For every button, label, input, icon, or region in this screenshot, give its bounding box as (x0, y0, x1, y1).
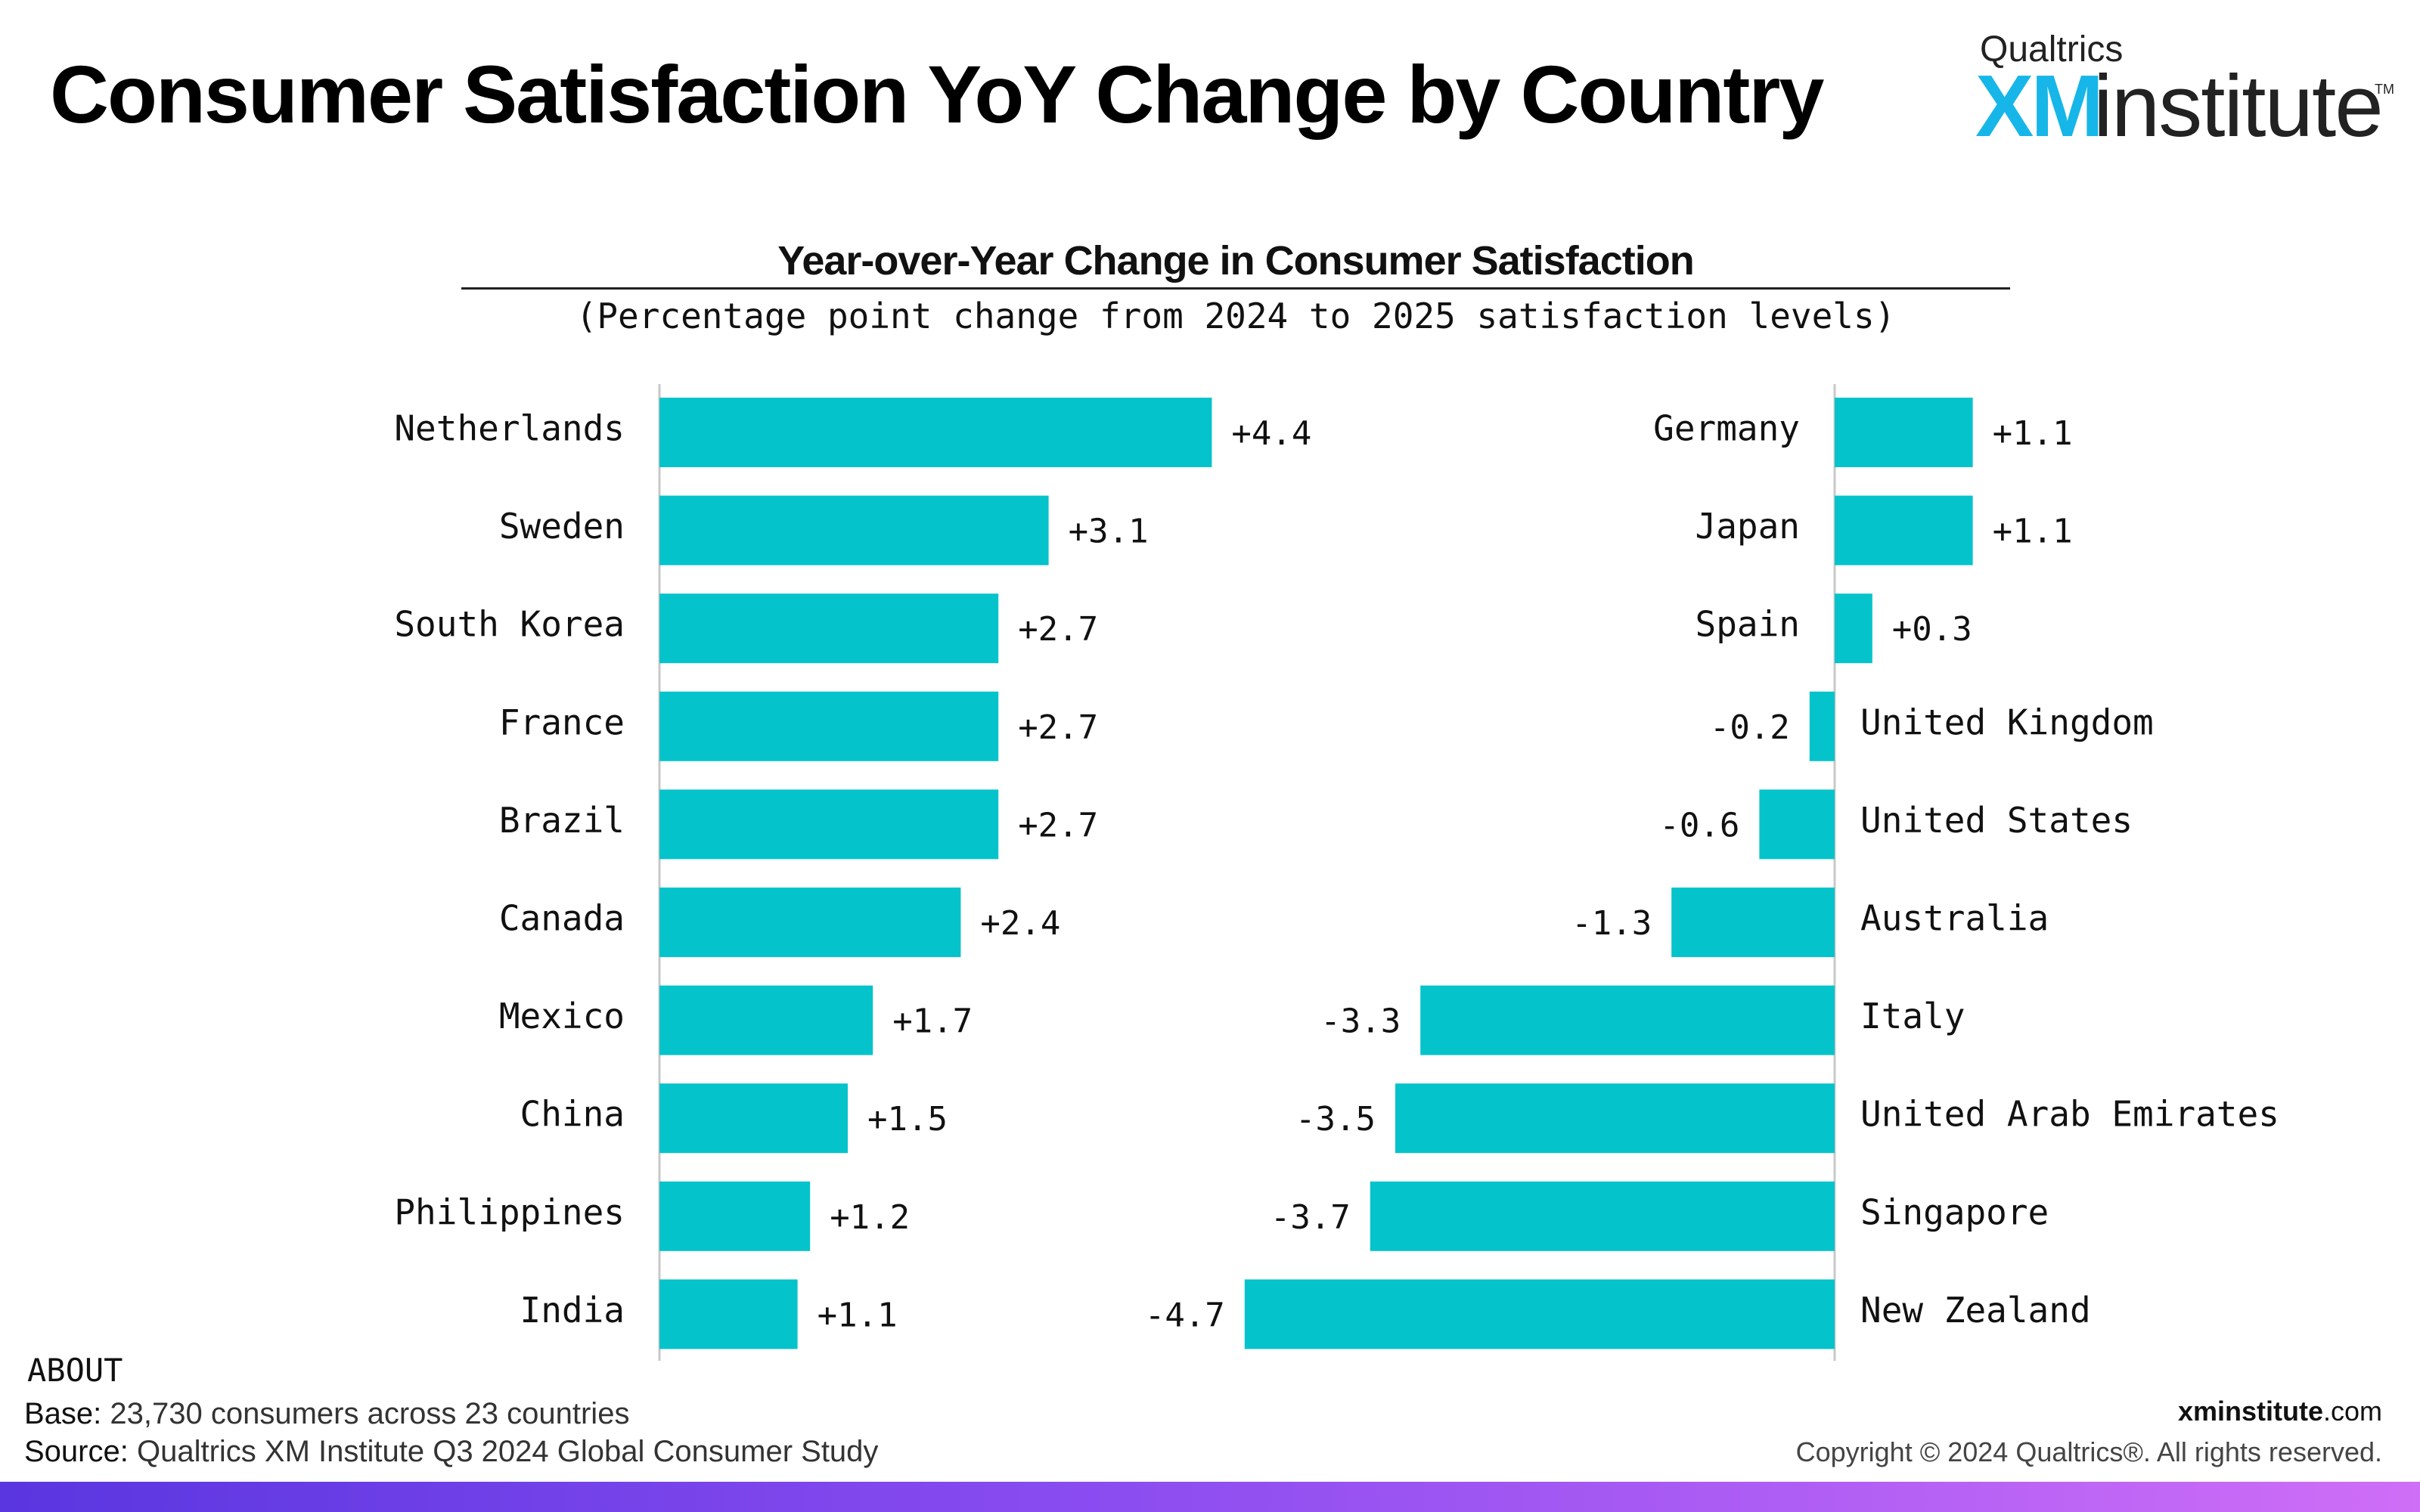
value-label-2-4: -0.2 (1710, 708, 1790, 747)
category-label-1-6: Canada (499, 898, 625, 939)
value-label-2-1: +1.1 (1993, 414, 2073, 453)
chart-title: Year-over-Year Change in Consumer Satisf… (777, 238, 1694, 284)
bar-1-4 (659, 691, 999, 761)
bar-2-10 (1244, 1279, 1835, 1349)
category-label-2-10: New Zealand (1860, 1290, 2091, 1331)
site-suffix: .com (2322, 1396, 2382, 1427)
bar-1-1 (659, 398, 1212, 467)
bar-2-3 (1835, 593, 1872, 664)
bar-1-5 (659, 789, 999, 860)
category-label-1-9: Philippines (394, 1191, 625, 1232)
value-label-1-4: +2.7 (1018, 708, 1098, 747)
page-title: Consumer Satisfaction YoY Change by Coun… (50, 48, 1824, 140)
category-label-2-7: Italy (1860, 996, 1965, 1036)
bar-2-1 (1835, 398, 1973, 467)
source-label: Source: (24, 1435, 129, 1468)
value-label-1-9: +1.2 (830, 1198, 910, 1237)
bar-1-2 (659, 495, 1049, 565)
value-label-1-5: +2.7 (1018, 806, 1098, 844)
category-label-1-3: South Korea (394, 604, 625, 645)
copyright: Copyright © 2024 Qualtrics®. All rights … (1795, 1436, 2382, 1467)
about-source: Source: Qualtrics XM Institute Q3 2024 G… (24, 1435, 878, 1469)
bar-1-10 (659, 1279, 798, 1349)
base-text: 23,730 consumers across 23 countries (101, 1397, 630, 1430)
bar-2-5 (1759, 789, 1835, 860)
category-label-1-4: France (499, 702, 625, 742)
bar-2-9 (1370, 1181, 1835, 1251)
bar-1-7 (659, 985, 873, 1055)
category-label-1-5: Brazil (499, 800, 625, 841)
value-label-1-2: +3.1 (1069, 513, 1149, 551)
category-label-2-1: Germany (1653, 408, 1800, 449)
value-label-2-6: -1.3 (1571, 904, 1652, 943)
value-label-2-7: -3.3 (1320, 1002, 1401, 1041)
category-label-2-5: United States (1860, 800, 2133, 841)
bar-1-8 (659, 1083, 848, 1154)
value-label-2-10: -4.7 (1145, 1296, 1225, 1334)
bar-2-4 (1809, 691, 1835, 761)
about-heading: ABOUT (27, 1352, 123, 1389)
category-label-2-9: Singapore (1860, 1191, 2049, 1232)
source-text: Qualtrics XM Institute Q3 2024 Global Co… (128, 1435, 879, 1468)
category-label-2-4: United Kingdom (1860, 702, 2154, 742)
chart-subtitle: (Percentage point change from 2024 to 20… (576, 296, 1896, 336)
value-label-2-2: +1.1 (1993, 513, 2073, 551)
bar-1-6 (659, 888, 961, 957)
chart-title-rule (461, 287, 2010, 290)
bar-1-9 (659, 1181, 811, 1251)
gradient-footer-band (0, 1482, 2420, 1512)
value-label-1-7: +1.7 (892, 1002, 973, 1041)
category-label-1-10: India (520, 1290, 625, 1331)
value-label-2-9: -3.7 (1270, 1198, 1351, 1237)
brand-trademark: TM (2375, 82, 2394, 97)
base-label: Base: (24, 1397, 102, 1430)
value-label-2-3: +0.3 (1892, 610, 1972, 649)
value-label-2-5: -0.6 (1659, 806, 1739, 844)
category-label-2-2: Japan (1696, 506, 1800, 547)
category-label-1-8: China (520, 1094, 625, 1135)
bar-2-8 (1395, 1083, 1835, 1154)
category-label-2-8: United Arab Emirates (1860, 1094, 2279, 1135)
category-label-1-2: Sweden (499, 506, 625, 547)
value-label-1-8: +1.5 (867, 1100, 948, 1139)
value-label-1-6: +2.4 (980, 904, 1060, 943)
value-label-1-3: +2.7 (1018, 610, 1098, 649)
value-label-1-1: +4.4 (1231, 414, 1311, 453)
chart-header: Year-over-Year Change in Consumer Satisf… (461, 234, 2010, 342)
category-label-1-1: Netherlands (394, 408, 625, 449)
category-label-2-3: Spain (1696, 604, 1800, 645)
value-label-1-10: +1.1 (818, 1296, 898, 1334)
category-label-1-7: Mexico (499, 996, 625, 1036)
bar-2-2 (1835, 495, 1973, 565)
about-base: Base: 23,730 consumers across 23 countri… (24, 1397, 629, 1431)
bar-1-3 (659, 593, 999, 664)
site-bold: xminstitute (2177, 1396, 2323, 1427)
website-link[interactable]: xminstitute.com (2178, 1396, 2382, 1427)
brand-institute-text: institute (2093, 57, 2384, 155)
brand-xm-text: XM (1975, 57, 2104, 155)
brand-qualtrics-text: Qualtrics (1980, 29, 2124, 70)
category-label-2-6: Australia (1860, 898, 2049, 939)
bar-2-7 (1420, 985, 1835, 1055)
bar-2-6 (1671, 888, 1835, 957)
qualtrics-xm-institute-logo: Qualtrics XM institute TM (1975, 29, 2394, 155)
value-label-2-8: -3.5 (1295, 1100, 1376, 1139)
